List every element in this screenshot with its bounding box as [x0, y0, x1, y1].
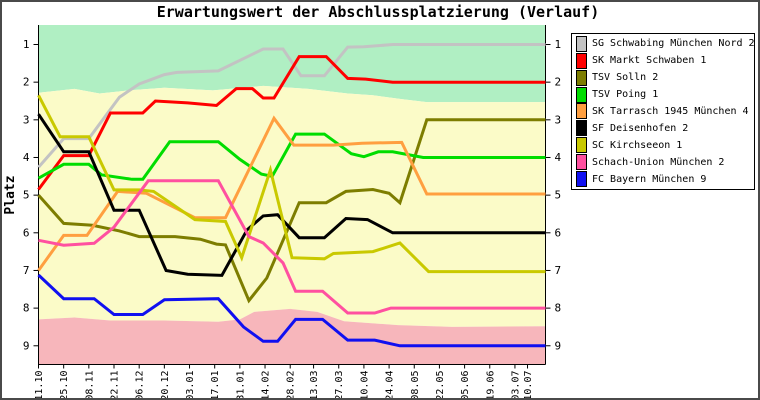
x-tick-label: 06.12: [135, 371, 146, 400]
legend-label: FC Bayern München 9: [592, 173, 707, 185]
legend-item-tsv-solln-2: TSV Solln 2: [572, 69, 754, 86]
x-tick-label: 31.01: [235, 371, 246, 400]
x-tick-label: 03.01: [185, 371, 196, 400]
legend-label: SG Schwabing München Nord 2: [592, 38, 755, 50]
x-tick-label: 22.11: [110, 371, 121, 400]
x-tick-label: 13.03: [309, 371, 320, 400]
legend-swatch-sk-tarrasch-1945-m-nchen-4: [576, 103, 587, 120]
x-tick-label: 20.12: [160, 371, 171, 400]
series-line-sk-markt-schwaben-1: [37, 55, 546, 191]
y-tick-label: 7: [555, 264, 562, 277]
y-tick-label: 4: [555, 151, 562, 164]
y-tick-label: 8: [23, 302, 30, 315]
y-tick-label: 2: [23, 76, 30, 89]
x-tick-label: 03.07: [510, 371, 521, 400]
x-tick-label: 28.02: [286, 371, 297, 400]
series-line-sf-deisenhofen-2: [37, 113, 546, 277]
y-tick-label: 5: [555, 189, 562, 202]
y-tick-label: 5: [23, 189, 30, 202]
legend-label: SK Tarrasch 1945 München 4: [592, 105, 749, 117]
legend-item-schach-union-m-nchen-2: Schach-Union München 2: [572, 154, 754, 171]
y-tick-label: 9: [555, 339, 562, 352]
x-tick-label: 05.06: [460, 371, 471, 400]
x-tick-label: 22.05: [435, 371, 446, 400]
x-tick-label: 25.10: [59, 371, 70, 400]
legend-label: SF Deisenhofen 2: [592, 122, 689, 134]
y-tick-label: 3: [555, 113, 562, 126]
series-line-tsv-solln-2: [37, 118, 546, 304]
legend-swatch-tsv-poing-1: [576, 86, 587, 103]
legend-swatch-schach-union-m-nchen-2: [576, 154, 587, 171]
zone-midtable: [38, 85, 546, 327]
legend-swatch-tsv-solln-2: [576, 69, 587, 86]
legend-label: SK Markt Schwaben 1: [592, 55, 707, 67]
x-tick-label: 08.11: [84, 371, 95, 400]
x-tick-label: 19.06: [485, 371, 496, 400]
zone-relegation: [38, 308, 546, 365]
legend-swatch-sg-schwabing-m-nchen-nord-2: [576, 35, 587, 52]
legend-item-sc-kirchseeon-1: SC Kirchseeon 1: [572, 137, 754, 154]
x-tick-label: 08.05: [410, 371, 421, 400]
legend-item-sf-deisenhofen-2: SF Deisenhofen 2: [572, 120, 754, 137]
y-tick-label: 8: [555, 302, 562, 315]
x-tick-label: 17.01: [210, 371, 221, 400]
x-tick-label: 24.04: [385, 371, 396, 400]
series-line-schach-union-m-nchen-2: [38, 179, 546, 315]
series-line-fc-bayern-m-nchen-9: [37, 273, 546, 348]
legend-item-sk-markt-schwaben-1: SK Markt Schwaben 1: [572, 52, 754, 69]
y-axis-title: Platz: [3, 175, 18, 214]
legend-item-fc-bayern-m-nchen-9: FC Bayern München 9: [572, 171, 754, 188]
x-tick-label: 10.04: [359, 371, 370, 400]
legend-swatch-sc-kirchseeon-1: [576, 137, 587, 154]
legend-swatch-fc-bayern-m-nchen-9: [576, 171, 587, 188]
axes: 1 1 2 2 3 3 4 4 5 5 6 6 7 7 8 8 9 9 11.10 25.10 08.11 22.11 06…: [23, 25, 562, 400]
series-line-sk-tarrasch-1945-m-nchen-4: [37, 115, 546, 272]
legend-label: Schach-Union München 2: [592, 156, 725, 168]
y-tick-label: 3: [23, 113, 30, 126]
legend-box: SG Schwabing München Nord 2 SK Markt Schw…: [571, 33, 755, 190]
series-line-sc-kirchseeon-1: [37, 94, 546, 274]
series-lines: [37, 43, 546, 348]
legend-swatch-sk-markt-schwaben-1: [576, 52, 587, 69]
legend-label: TSV Poing 1: [592, 89, 659, 101]
legend-item-tsv-poing-1: TSV Poing 1: [572, 86, 754, 103]
y-tick-label: 6: [23, 226, 30, 239]
chart-title: Erwartungswert der Abschlussplatzierung …: [157, 3, 600, 21]
y-tick-label: 4: [23, 151, 30, 164]
x-tick-label: 11.10: [34, 371, 45, 400]
legend-label: SC Kirchseeon 1: [592, 139, 683, 151]
legend-swatch-sf-deisenhofen-2: [576, 120, 587, 137]
legend-item-sk-tarrasch-1945-m-nchen-4: SK Tarrasch 1945 München 4: [572, 103, 754, 120]
legend-item-sg-schwabing-m-nchen-nord-2: SG Schwabing München Nord 2: [572, 35, 755, 52]
x-tick-label: 27.03: [334, 371, 345, 400]
y-tick-label: 2: [555, 76, 562, 89]
series-line-sg-schwabing-m-nchen-nord-2: [37, 43, 546, 169]
x-tick-label: 10.07: [523, 371, 534, 400]
y-tick-label: 6: [555, 226, 562, 239]
x-tick-label: 14.02: [261, 371, 272, 400]
legend-label: TSV Solln 2: [592, 72, 659, 84]
y-tick-label: 7: [23, 264, 30, 277]
y-tick-label: 1: [555, 38, 562, 51]
y-tick-label: 1: [23, 38, 30, 51]
series-line-tsv-poing-1: [37, 132, 546, 181]
y-tick-label: 9: [23, 339, 30, 352]
